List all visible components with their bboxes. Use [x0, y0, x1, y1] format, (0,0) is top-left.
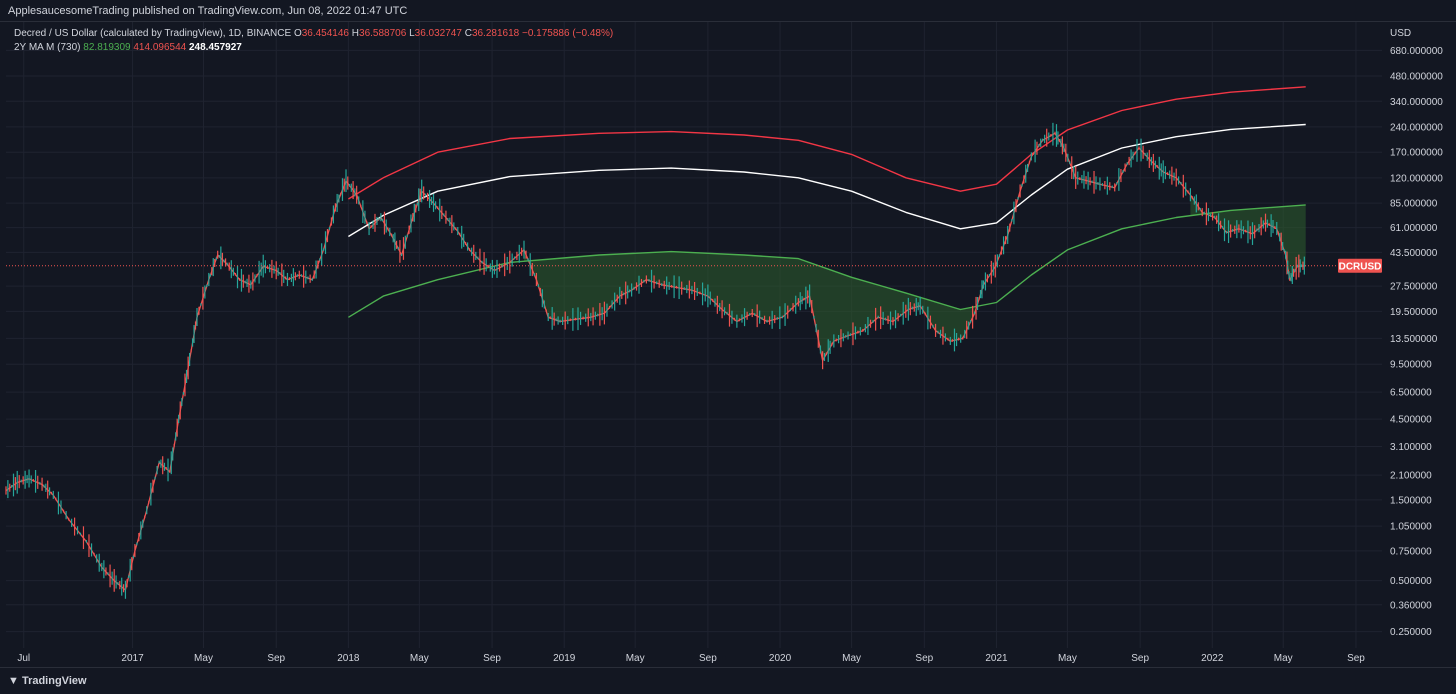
y-tick-label: 170.000000 — [1390, 148, 1443, 159]
green-fill-2022 — [1190, 195, 1306, 280]
y-tick-label: 120.000000 — [1390, 173, 1443, 184]
candles — [5, 122, 1305, 599]
y-tick-label: 0.500000 — [1390, 576, 1432, 587]
symbol-tag-bg — [1338, 258, 1382, 273]
legend-indicator-row: 2Y MA M (730) 82.819309 414.096544 248.4… — [14, 42, 242, 53]
change-value: −0.175886 (−0.48%) — [522, 28, 614, 39]
x-tick-label: May — [410, 653, 429, 664]
y-tick-label: 1.050000 — [1390, 522, 1432, 533]
grid — [6, 22, 1382, 648]
high-label: H — [351, 28, 360, 39]
x-tick-label: May — [842, 653, 861, 664]
y-tick-label: 680.000000 — [1390, 46, 1443, 57]
y-tick-label: 1.500000 — [1390, 495, 1432, 506]
open-value: 36.454146 — [301, 28, 349, 39]
indicator-label: 2Y MA M (730) — [14, 42, 81, 53]
x-tick-label: 2021 — [985, 653, 1008, 664]
x-tick-label: Sep — [267, 653, 285, 664]
x-tick-label: Sep — [1347, 653, 1365, 664]
time-axis: Jul 2017 May Sep 2018 May Sep 2019 May Sep 2020 May… — [17, 653, 1365, 664]
y-tick-label: 2.100000 — [1390, 471, 1432, 482]
x-tick-label: Sep — [1131, 653, 1149, 664]
y-tick-label: 61.000000 — [1390, 223, 1438, 234]
close-label: C — [464, 28, 472, 39]
publisher-text: ApplesaucesomeTrading published on Tradi… — [8, 5, 408, 17]
indicator-value-mid: 248.457927 — [188, 42, 242, 53]
y-tick-label: 0.360000 — [1390, 600, 1432, 611]
x-tick-label: May — [194, 653, 213, 664]
x-tick-label: Sep — [915, 653, 933, 664]
x-tick-label: Sep — [699, 653, 717, 664]
brand-text: TradingView — [21, 675, 87, 687]
ma-upper-line — [348, 86, 1306, 200]
x-tick-label: Jul — [17, 653, 30, 664]
x-tick-label: 2017 — [121, 653, 144, 664]
x-tick-label: Sep — [483, 653, 501, 664]
green-fill-2019 — [524, 249, 975, 361]
y-tick-label: 0.250000 — [1390, 627, 1432, 638]
x-tick-label: May — [626, 653, 645, 664]
x-tick-label: May — [1274, 653, 1293, 664]
ma-mid-line — [348, 123, 1306, 238]
low-value: 36.032747 — [414, 28, 462, 39]
publisher-bar: ApplesaucesomeTrading published on Tradi… — [0, 0, 1456, 22]
footer-bar: ▼ TradingView — [0, 667, 1456, 694]
indicator-value-upper: 414.096544 — [133, 42, 187, 53]
x-tick-label: 2020 — [769, 653, 792, 664]
high-value: 36.588706 — [359, 28, 407, 39]
y-tick-label: 43.500000 — [1390, 248, 1438, 259]
price-axis: USD 680.000000 480.000000 340.000000 240.000… — [1382, 22, 1456, 648]
legend-symbol-row: Decred / US Dollar (calculated by Tradin… — [14, 28, 613, 39]
series-layer — [5, 86, 1306, 599]
tradingview-logo: ▼ TradingView — [8, 675, 87, 687]
y-tick-label: 6.500000 — [1390, 388, 1432, 399]
ma-lower-line — [348, 204, 1306, 318]
x-tick-label: 2019 — [553, 653, 576, 664]
tv-logo-icon: ▼ — [8, 675, 19, 687]
indicator-value-lower: 82.819309 — [83, 42, 131, 53]
y-tick-label: 9.500000 — [1390, 360, 1432, 371]
y-tick-label: 480.000000 — [1390, 71, 1443, 82]
y-tick-label: 340.000000 — [1390, 97, 1443, 108]
y-tick-label: 4.500000 — [1390, 415, 1432, 426]
x-tick-label: 2022 — [1201, 653, 1224, 664]
price-axis-bg — [1382, 22, 1456, 648]
close-value: 36.281618 — [471, 28, 520, 39]
x-tick-label: 2018 — [337, 653, 360, 664]
low-label: L — [409, 28, 415, 39]
symbol-description: Decred / US Dollar (calculated by Tradin… — [14, 28, 292, 39]
y-tick-label: 27.500000 — [1390, 282, 1438, 293]
x-tick-label: May — [1058, 653, 1077, 664]
ma-fill-area — [524, 195, 1306, 361]
open-label: O — [293, 28, 302, 39]
y-tick-label: 85.000000 — [1390, 199, 1438, 210]
y-tick-label: 19.500000 — [1390, 307, 1438, 318]
y-tick-label: 13.500000 — [1390, 334, 1438, 345]
price-series-line — [5, 132, 1306, 591]
symbol-tag: DCRUSD — [1339, 261, 1382, 272]
axis-unit-label: USD — [1390, 28, 1411, 39]
y-tick-label: 0.750000 — [1390, 546, 1432, 557]
y-tick-label: 3.100000 — [1390, 442, 1432, 453]
y-tick-label: 240.000000 — [1390, 122, 1443, 133]
